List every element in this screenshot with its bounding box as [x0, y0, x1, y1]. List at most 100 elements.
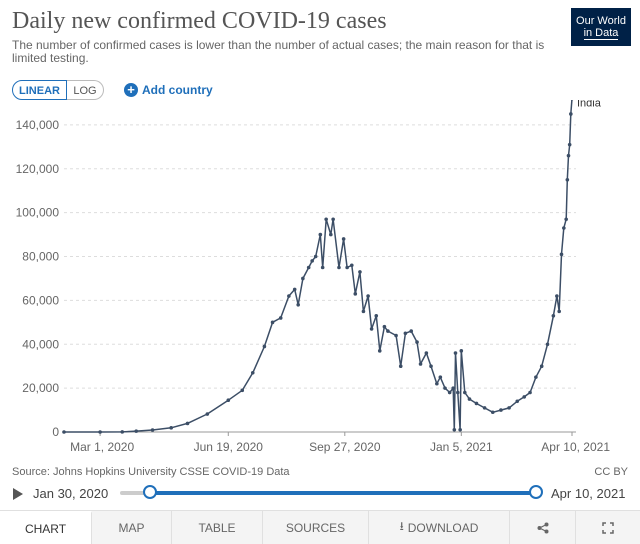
- data-point: [306, 265, 311, 270]
- play-icon[interactable]: [13, 488, 23, 500]
- series-layer: [64, 100, 573, 433]
- y-tick-label: 100,000: [16, 206, 60, 220]
- data-point: [386, 329, 390, 333]
- log-scale-button[interactable]: LOG: [67, 80, 104, 100]
- data-point: [398, 364, 403, 369]
- data-point: [310, 259, 314, 263]
- tab-sources[interactable]: SOURCES: [263, 511, 369, 544]
- data-point: [374, 313, 379, 318]
- data-point: [329, 232, 333, 237]
- logo-line-1: Our World: [576, 14, 626, 27]
- data-point: [226, 398, 231, 402]
- tab-download[interactable]: ⭳ DOWNLOAD: [369, 511, 510, 544]
- y-axis-ticks: 0 20,000 40,000 60,000 80,000 100,000 120,000 1…: [16, 118, 60, 439]
- data-point: [565, 177, 570, 182]
- data-point: [534, 375, 538, 379]
- data-point: [463, 390, 467, 395]
- tab-table[interactable]: TABLE: [172, 511, 263, 544]
- x-tick-label: Jan 5, 2021: [430, 440, 493, 454]
- data-point: [418, 362, 423, 366]
- data-point: [567, 142, 572, 147]
- timeline-end-handle[interactable]: [529, 485, 543, 499]
- data-point: [270, 320, 275, 325]
- timeline-range-fill: [150, 491, 536, 495]
- data-point: [456, 390, 460, 395]
- data-point: [557, 309, 561, 314]
- timeline-start-handle[interactable]: [143, 485, 157, 499]
- data-point: [474, 401, 479, 406]
- x-tick-label: Sep 27, 2020: [309, 440, 381, 454]
- data-point: [205, 412, 210, 416]
- data-point: [120, 430, 125, 434]
- data-point: [545, 342, 550, 347]
- data-point: [447, 390, 452, 395]
- data-point: [250, 370, 255, 375]
- data-point: [438, 375, 443, 379]
- data-point: [528, 390, 532, 395]
- data-point: [499, 408, 503, 412]
- data-point: [443, 386, 447, 390]
- data-point: [490, 410, 495, 415]
- y-tick-label: 140,000: [16, 118, 60, 132]
- fullscreen-icon: [602, 521, 614, 534]
- share-button[interactable]: [510, 511, 576, 544]
- chart-subtitle: The number of confirmed cases is lower t…: [12, 38, 545, 65]
- series-label-layer: India: [577, 100, 602, 110]
- data-point: [361, 309, 366, 314]
- data-point: [358, 270, 362, 274]
- data-point: [403, 331, 408, 336]
- data-point: [452, 428, 457, 432]
- x-axis-ticks: Mar 1, 2020 Jun 19, 2020 Sep 27, 2020 Jan 5…: [70, 432, 610, 454]
- data-point: [559, 252, 564, 257]
- data-point: [301, 276, 305, 281]
- x-tick-label: Jun 19, 2020: [194, 440, 264, 454]
- data-point: [424, 351, 429, 355]
- data-point: [278, 316, 283, 320]
- data-point: [458, 428, 462, 432]
- data-point: [459, 349, 464, 353]
- line-chart: 0 20,000 40,000 60,000 80,000 100,000 120,000 1…: [16, 100, 610, 454]
- plus-circle-icon: +: [124, 83, 138, 97]
- linear-scale-button[interactable]: LINEAR: [12, 80, 67, 100]
- data-point: [555, 294, 559, 298]
- tab-map[interactable]: MAP: [92, 511, 172, 544]
- data-point: [415, 340, 419, 344]
- data-point: [515, 399, 520, 404]
- bottom-tab-bar: CHART MAP TABLE SOURCES ⭳ DOWNLOAD: [0, 510, 640, 544]
- data-point: [569, 112, 573, 116]
- data-point: [429, 364, 433, 369]
- license-link[interactable]: CC BY: [594, 466, 628, 478]
- y-tick-label: 20,000: [22, 381, 59, 395]
- add-country-label: Add country: [142, 83, 213, 97]
- timeline-end-date: Apr 10, 2021: [551, 486, 626, 501]
- data-point: [331, 217, 335, 222]
- data-point: [453, 351, 458, 355]
- data-point: [435, 381, 439, 386]
- data-point: [98, 430, 102, 434]
- data-point: [377, 349, 382, 353]
- download-icon: ⭳: [399, 519, 404, 533]
- data-point: [562, 226, 566, 230]
- data-point: [296, 302, 300, 307]
- series-line-india: [64, 100, 573, 433]
- y-tick-label: 0: [52, 425, 59, 439]
- data-point: [62, 430, 66, 434]
- data-point: [394, 333, 398, 338]
- data-point: [341, 237, 346, 241]
- data-point: [337, 265, 341, 270]
- grid-layer: [64, 124, 576, 433]
- data-point: [522, 395, 527, 399]
- points-layer: [62, 100, 574, 434]
- data-point: [482, 406, 487, 410]
- fullscreen-button[interactable]: [576, 511, 640, 544]
- owid-logo[interactable]: Our World in Data: [571, 8, 631, 46]
- y-tick-label: 80,000: [22, 250, 59, 264]
- tab-chart[interactable]: CHART: [0, 511, 92, 544]
- data-point: [382, 324, 387, 329]
- add-country-button[interactable]: + Add country: [124, 80, 213, 100]
- data-point: [169, 426, 173, 430]
- data-point: [324, 217, 328, 222]
- data-point: [240, 388, 245, 393]
- data-point: [292, 287, 297, 292]
- logo-line-2: in Data: [583, 26, 619, 40]
